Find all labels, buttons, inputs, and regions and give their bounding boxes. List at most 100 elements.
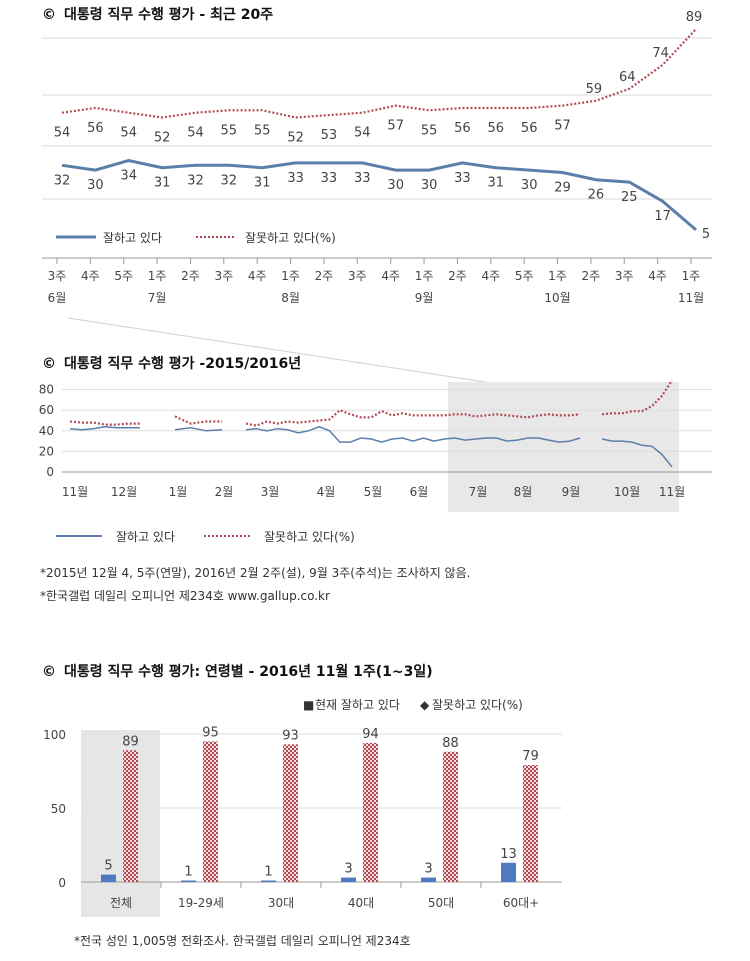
series-good-line <box>601 438 673 468</box>
bar-bad-label: 79 <box>522 749 539 764</box>
data-label: 55 <box>221 123 238 138</box>
chart3-note: *전국 성인 1,005명 전화조사. 한국갤럽 데일리 오피니언 제234호 <box>74 934 411 948</box>
x-tick-label: 1주 <box>148 269 167 283</box>
series-bad-line <box>69 420 140 426</box>
bar-good-label: 13 <box>500 847 517 862</box>
chart2-note-1: *2015년 12월 4, 5주(연말), 2016년 2월 2주(설), 9월… <box>40 566 470 580</box>
bar-good <box>501 862 516 882</box>
series-bad-line <box>61 28 697 119</box>
bar-good-label: 1 <box>264 865 272 880</box>
data-label: 33 <box>454 171 471 186</box>
series-bad-line <box>245 408 581 427</box>
bar-bad <box>523 765 538 882</box>
x-tick-label: 3주 <box>214 269 233 283</box>
data-label: 32 <box>54 173 71 188</box>
bar-bad-label: 94 <box>362 727 379 742</box>
data-label: 64 <box>619 70 636 85</box>
y-tick-label: 50 <box>51 802 66 816</box>
data-label: 31 <box>254 176 271 191</box>
data-label: 34 <box>120 169 137 184</box>
data-label: 25 <box>621 190 638 205</box>
y-tick-label: 60 <box>39 403 54 417</box>
chart2-title: 대통령 직무 수행 평가 -2015/2016년 <box>64 355 301 372</box>
chart2-month-labels: 11월 12월 1월 2월 3월 4월 5월 6월 7월 8월 9월 10월 11월 <box>62 485 685 499</box>
data-label: 30 <box>421 178 438 193</box>
month-label: 1월 <box>169 485 188 499</box>
x-tick-label: 1주 <box>682 269 701 283</box>
bar-bad-label: 93 <box>282 728 299 743</box>
x-tick-label: 4주 <box>481 269 500 283</box>
legend-label-good: 잘하고 있다 <box>103 231 162 245</box>
chart2-highlight-region <box>448 382 679 512</box>
data-label: 55 <box>421 123 438 138</box>
bar-good-label: 5 <box>104 859 112 874</box>
data-label: 52 <box>287 131 304 146</box>
category-label: 전체 <box>110 896 132 910</box>
data-label: 59 <box>586 82 603 97</box>
category-label: 30대 <box>268 896 294 910</box>
bar-good <box>181 880 196 882</box>
y-tick-label: 100 <box>43 728 66 742</box>
data-label: 30 <box>87 178 104 193</box>
category-label: 60대+ <box>503 896 539 910</box>
chart1-title: 대통령 직무 수행 평가 - 최근 20주 <box>64 6 273 23</box>
chart1-title-mark: © <box>42 7 56 23</box>
x-tick-month: 9월 <box>415 291 434 305</box>
data-label: 5 <box>702 227 710 242</box>
data-label: 54 <box>354 126 371 141</box>
y-tick-label: 80 <box>39 383 54 397</box>
chart-recent-20-weeks: © 대통령 직무 수행 평가 - 최근 20주 32 30 34 31 32 32 31 33… <box>42 6 712 305</box>
chart3-legend-label-good: 현재 잘하고 있다 <box>315 698 400 712</box>
x-tick-label: 3주 <box>48 269 67 283</box>
data-label: 56 <box>488 121 505 136</box>
chart-2015-2016: © 대통령 직무 수행 평가 -2015/2016년 80 60 40 20 0 11월… <box>39 355 712 603</box>
chart3-legend-mark-good: ■ <box>303 698 314 712</box>
bar-bad <box>123 750 138 882</box>
category-label: 50대 <box>428 896 454 910</box>
chart3-title-mark: © <box>42 664 56 680</box>
bar-good <box>421 877 436 882</box>
month-label: 11월 <box>659 485 685 499</box>
legend-label-bad: 잘못하고 있다(%) <box>264 530 355 544</box>
bar-bad <box>443 751 458 882</box>
data-label: 57 <box>387 119 404 134</box>
chart2-gridlines: 80 60 40 20 0 <box>39 383 712 479</box>
series-bad-line <box>174 415 222 425</box>
data-label: 56 <box>87 121 104 136</box>
chart-by-age: © 대통령 직무 수행 평가: 연령별 - 2016년 11월 1주(1~3일)… <box>42 663 562 948</box>
x-tick-label: 1주 <box>415 269 434 283</box>
category-label: 19-29세 <box>178 896 224 910</box>
month-label: 6월 <box>410 485 429 499</box>
y-tick-label: 20 <box>39 444 54 458</box>
x-tick-label: 3주 <box>615 269 634 283</box>
data-label: 30 <box>521 178 538 193</box>
data-label: 74 <box>652 46 669 61</box>
bar-good <box>261 880 276 882</box>
bar-good <box>101 874 116 882</box>
bar-good-label: 3 <box>424 862 432 877</box>
x-tick-label: 4주 <box>648 269 667 283</box>
zoom-connector-line <box>67 317 499 385</box>
data-label: 33 <box>354 171 371 186</box>
data-label: 89 <box>686 10 703 25</box>
bar-bad <box>203 741 218 882</box>
chart3-highlight-total <box>81 730 160 917</box>
y-tick-label: 40 <box>39 424 54 438</box>
month-label: 11월 <box>62 485 88 499</box>
data-label: 57 <box>554 119 571 134</box>
chart1-x-ticks: 3주 6월 4주 5주 1주 7월 2주 3주 4주 1주 8월 2주 3주 4주 1주 9월 2주 4주 5주 1주… <box>48 258 704 305</box>
bar-good <box>341 877 356 882</box>
month-label: 10월 <box>614 485 640 499</box>
bar-bad <box>283 744 298 882</box>
chart2-series-lines <box>69 379 673 468</box>
chart3-legend-label-bad: 잘못하고 있다(%) <box>432 698 523 712</box>
legend-label-bad: 잘못하고 있다(%) <box>245 231 336 245</box>
x-tick-label: 5주 <box>114 269 133 283</box>
chart2-title-mark: © <box>42 356 56 372</box>
x-tick-label: 5주 <box>515 269 534 283</box>
month-label: 3월 <box>261 485 280 499</box>
chart2-legend: 잘하고 있다 잘못하고 있다(%) <box>56 530 355 544</box>
data-label: 32 <box>221 173 238 188</box>
